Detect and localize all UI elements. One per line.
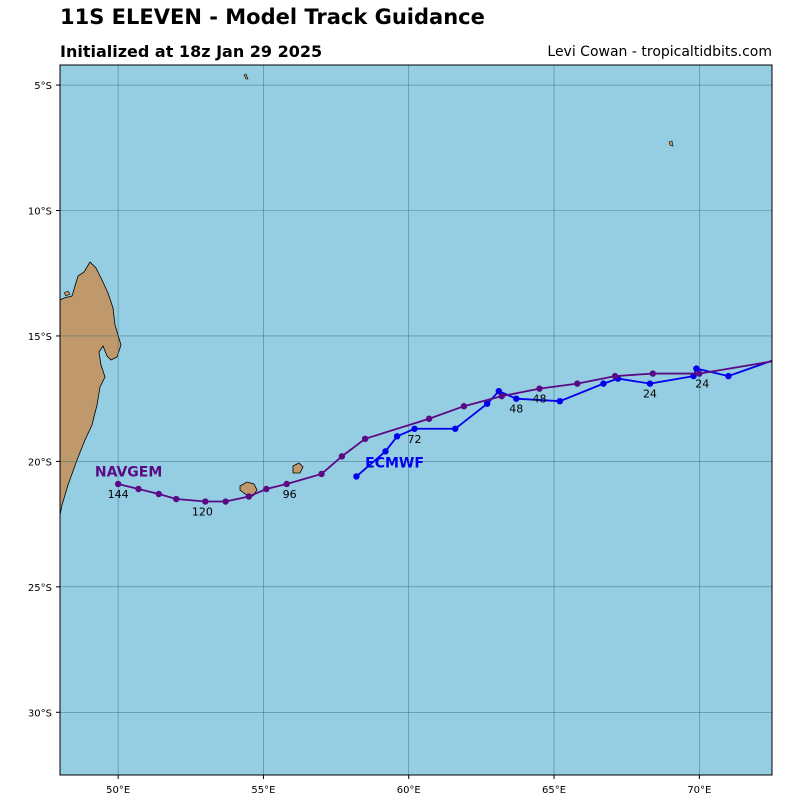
navgem-model-label: NAVGEM (95, 464, 162, 480)
ecmwf-track-point (484, 400, 491, 407)
lat-tick-label: 5°S (34, 81, 52, 92)
madagascar-landmass (60, 261, 122, 516)
chagos-islet (668, 140, 674, 147)
ecmwf-track-point (452, 425, 459, 432)
chart-subtitle: Initialized at 18z Jan 29 2025 (60, 42, 323, 61)
ecmwf-hour-label: 24 (695, 378, 709, 391)
axis-ticks: 50°E55°E60°E65°E70°E75°E5°S10°S15°S20°S2… (28, 81, 711, 796)
navgem-track-point (283, 480, 290, 488)
navgem-hour-label: 96 (283, 488, 297, 501)
navgem-track-point (338, 453, 346, 460)
credit-text: Levi Cowan - tropicaltidbits.com (547, 44, 772, 60)
mauritius-island (292, 462, 304, 474)
lon-tick-label: 55°E (251, 785, 275, 796)
ecmwf-track-point (411, 425, 418, 432)
navgem-track-point (460, 403, 468, 410)
lat-tick-label: 10°S (28, 207, 52, 218)
navgem-track-point (574, 380, 581, 387)
ecmwf-hour-label: 72 (408, 433, 422, 446)
tromelin-islet (243, 73, 249, 80)
navgem-track-point (155, 490, 163, 498)
navgem-track-point (361, 435, 369, 443)
navgem-track-point (114, 480, 122, 488)
navgem-hour-label: 144 (108, 488, 129, 501)
navgem-track-line (117, 360, 772, 503)
ecmwf-track-point (353, 473, 360, 480)
navgem-hour-label: 24 (643, 388, 657, 401)
lon-tick-label: 60°E (397, 785, 421, 796)
model-tracks (114, 350, 795, 505)
ecmwf-track-line (355, 359, 772, 478)
navgem-track-point (696, 370, 703, 377)
lon-tick-label: 70°E (687, 785, 711, 796)
navgem-track-point (536, 385, 543, 392)
navgem-track-point (173, 495, 180, 503)
ecmwf-track-point (393, 433, 401, 440)
ecmwf-track-point (690, 372, 697, 380)
ecmwf-track-point (513, 395, 520, 402)
ecmwf-track-point (556, 397, 564, 405)
navgem-track-point (649, 370, 657, 377)
lat-tick-label: 25°S (28, 583, 52, 594)
lon-tick-label: 65°E (542, 785, 566, 796)
lat-tick-label: 20°S (28, 457, 52, 468)
navgem-hour-label: 120 (192, 506, 213, 519)
ecmwf-track-point (789, 350, 795, 356)
ecmwf-track-point (693, 365, 700, 372)
gridlines (60, 65, 772, 775)
small-islet (63, 290, 71, 297)
navgem-track-point (498, 392, 505, 400)
chart-title: 11S ELEVEN - Model Track Guidance (60, 5, 485, 29)
navgem-track-point (202, 498, 209, 505)
navgem-track-point (222, 498, 229, 505)
navgem-track-point (135, 485, 142, 493)
ecmwf-track-point (382, 448, 389, 455)
lon-tick-label: 50°E (106, 785, 130, 796)
lat-tick-label: 15°S (28, 332, 52, 343)
ocean-background (60, 65, 772, 775)
ecmwf-track-point (600, 380, 607, 387)
navgem-track-point (263, 485, 270, 493)
ecmwf-track-point (495, 387, 503, 395)
navgem-hour-label: 48 (509, 403, 523, 416)
navgem-track-point (318, 470, 325, 478)
navgem-track-point (245, 493, 253, 500)
ecmwf-hour-label: 48 (533, 393, 547, 406)
plot-frame (59, 64, 773, 776)
navgem-track-point (425, 415, 433, 422)
ecmwf-track-point (646, 380, 654, 387)
ecmwf-model-label: ECMWF (365, 456, 424, 472)
lat-tick-label: 30°S (28, 708, 52, 719)
navgem-track-point (611, 372, 619, 380)
ecmwf-track-point (725, 372, 732, 380)
track-labels: 24 48 72 ECMWF 24 48 96 120 144 NAVGEM (95, 378, 709, 519)
